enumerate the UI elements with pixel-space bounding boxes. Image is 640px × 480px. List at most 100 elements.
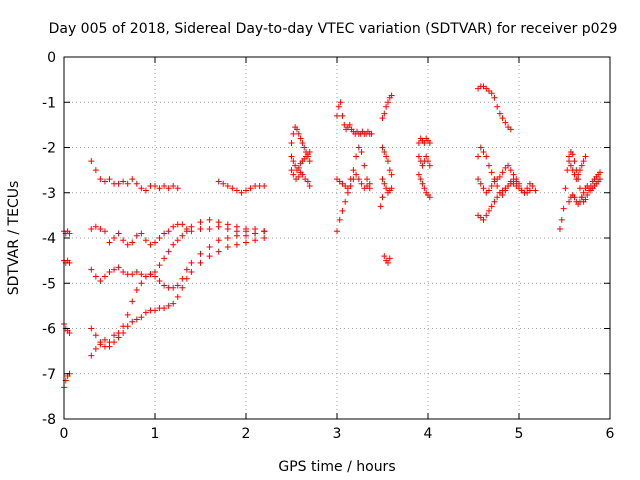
data-point — [578, 194, 585, 201]
data-point — [507, 167, 514, 174]
data-point — [426, 162, 433, 169]
data-point — [115, 264, 122, 271]
series-s7 — [61, 228, 73, 391]
data-point — [224, 235, 231, 241]
x-tick-label: 4 — [424, 426, 433, 442]
data-point — [569, 167, 576, 174]
data-point — [288, 153, 295, 160]
data-point — [571, 158, 578, 165]
data-point — [120, 178, 127, 185]
data-point — [483, 153, 490, 160]
data-point — [485, 187, 492, 194]
data-point — [243, 232, 249, 239]
data-point — [120, 237, 127, 244]
data-point — [575, 171, 582, 178]
data-point — [386, 255, 393, 262]
y-tick-label: -4 — [42, 231, 56, 247]
data-point — [388, 92, 395, 99]
series-s16 — [566, 153, 603, 208]
data-point — [106, 343, 113, 350]
data-point — [224, 182, 231, 189]
data-point — [488, 90, 495, 97]
data-point — [383, 153, 390, 160]
data-point — [417, 176, 424, 183]
data-point — [215, 248, 222, 255]
data-point — [306, 158, 313, 165]
data-point — [584, 192, 591, 199]
data-point — [569, 151, 576, 158]
data-point — [206, 253, 213, 260]
data-point — [138, 185, 145, 192]
data-point — [152, 273, 158, 280]
data-point — [299, 139, 306, 146]
data-point — [97, 225, 104, 232]
series-s6 — [88, 235, 268, 359]
data-point — [161, 282, 168, 289]
data-point — [170, 223, 177, 230]
data-point — [480, 216, 487, 223]
data-point — [106, 239, 113, 246]
data-point — [491, 94, 498, 101]
data-point — [415, 171, 422, 178]
data-point — [142, 187, 149, 194]
data-point — [485, 207, 492, 214]
data-point — [133, 232, 140, 239]
data-point — [297, 135, 304, 142]
data-point — [344, 185, 351, 192]
data-point — [288, 167, 295, 174]
data-point — [532, 187, 539, 194]
data-point — [292, 162, 299, 169]
data-point — [152, 239, 158, 246]
data-point — [170, 300, 177, 307]
data-point — [183, 266, 190, 273]
data-point — [238, 189, 245, 196]
data-point — [510, 171, 517, 178]
data-point — [576, 185, 583, 192]
series-s4 — [88, 216, 268, 284]
data-point — [124, 323, 131, 330]
data-point — [576, 198, 583, 205]
data-point — [353, 153, 360, 160]
data-point — [334, 112, 340, 119]
data-point — [480, 185, 487, 192]
data-point — [124, 180, 131, 187]
data-point — [386, 167, 393, 174]
data-point — [106, 176, 113, 183]
data-point — [573, 176, 580, 183]
data-point — [261, 228, 268, 235]
data-point — [379, 194, 386, 201]
data-point — [124, 311, 131, 318]
data-point — [174, 293, 181, 300]
data-point — [480, 149, 487, 156]
data-point — [183, 275, 190, 282]
data-point — [133, 180, 140, 187]
y-tick-label: -3 — [42, 186, 56, 202]
y-tick-label: -6 — [42, 322, 56, 338]
data-point — [337, 99, 344, 106]
data-point — [161, 255, 168, 262]
data-point — [138, 314, 145, 321]
data-point — [66, 259, 73, 266]
data-point — [288, 139, 295, 146]
data-point — [88, 158, 95, 165]
data-point — [129, 176, 136, 183]
data-point — [562, 185, 569, 192]
data-point — [499, 115, 506, 122]
data-point — [388, 171, 395, 178]
data-point — [580, 189, 587, 196]
data-point — [129, 271, 136, 278]
data-point — [111, 266, 118, 273]
data-point — [423, 153, 430, 160]
series-s1 — [88, 158, 181, 194]
x-tick-label: 6 — [606, 426, 615, 442]
series-s15 — [556, 149, 603, 232]
data-point — [129, 298, 136, 305]
x-tick-label: 1 — [151, 426, 160, 442]
data-point — [142, 309, 149, 316]
data-point — [233, 232, 240, 239]
data-point — [101, 273, 108, 280]
data-point — [142, 273, 149, 280]
data-point — [170, 241, 177, 248]
data-point — [161, 230, 168, 237]
data-point — [339, 207, 346, 214]
